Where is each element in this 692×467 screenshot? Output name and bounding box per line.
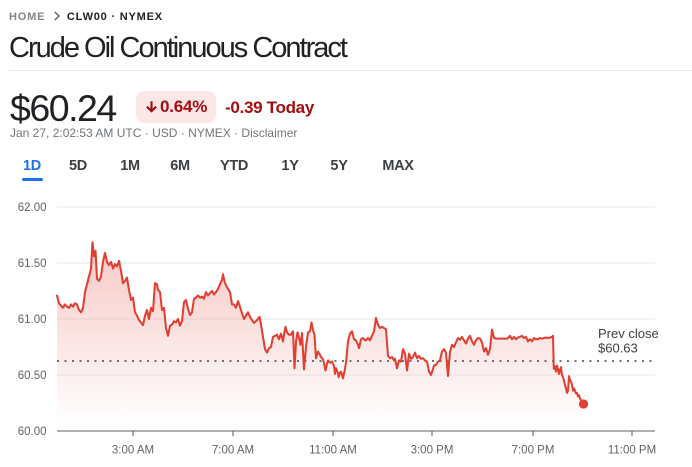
svg-text:7:00 PM: 7:00 PM [512,445,555,457]
svg-text:61.00: 61.00 [18,314,47,326]
svg-text:62.00: 62.00 [18,202,47,214]
svg-text:61.50: 61.50 [18,258,47,270]
svg-text:Prev close: Prev close [598,326,659,341]
svg-text:7:00 AM: 7:00 AM [212,445,254,457]
svg-text:$60.63: $60.63 [598,341,638,356]
svg-text:3:00 PM: 3:00 PM [411,445,454,457]
svg-text:11:00 PM: 11:00 PM [608,445,656,457]
svg-text:60.00: 60.00 [18,426,47,438]
svg-text:11:00 AM: 11:00 AM [309,445,357,457]
svg-text:60.50: 60.50 [18,370,47,382]
svg-text:3:00 AM: 3:00 AM [112,445,154,457]
